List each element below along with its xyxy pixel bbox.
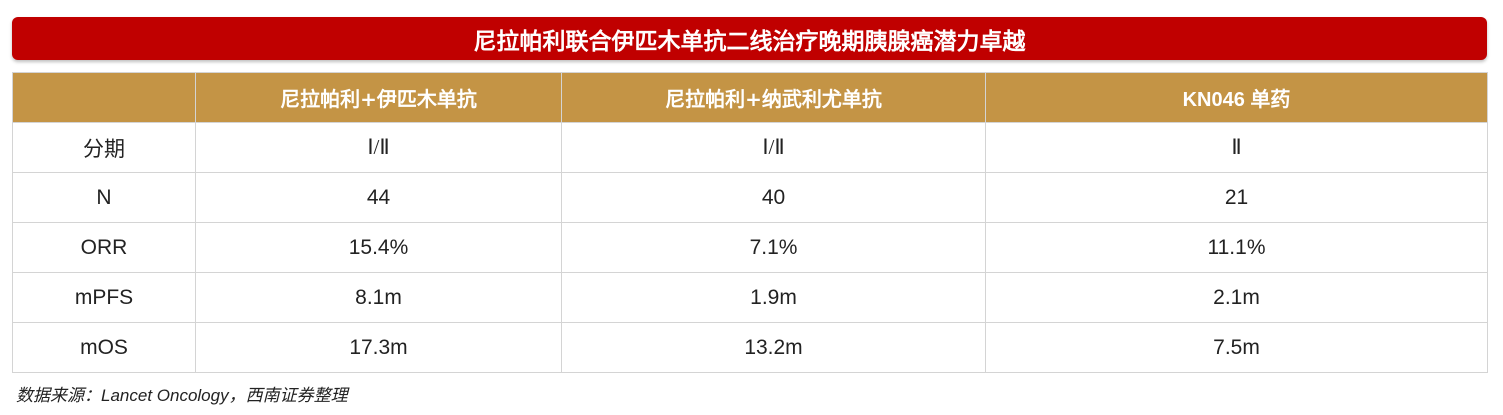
table-row: N 44 40 21 <box>12 172 1488 223</box>
table-cell: 13.2m <box>561 322 986 373</box>
comparison-table: 尼拉帕利+伊匹木单抗 尼拉帕利+纳武利尤单抗 KN046 单药 分期 Ⅰ/Ⅱ Ⅰ/Ⅱ… <box>12 72 1488 373</box>
table-cell: Ⅰ/Ⅱ <box>195 122 562 173</box>
row-label: 分期 <box>12 122 196 173</box>
header-cell: KN046 单药 <box>985 72 1488 123</box>
row-label: mOS <box>12 322 196 373</box>
row-label: mPFS <box>12 272 196 323</box>
table-cell: 8.1m <box>195 272 562 323</box>
table-row: ORR 15.4% 7.1% 11.1% <box>12 222 1488 273</box>
table-row: 分期 Ⅰ/Ⅱ Ⅰ/Ⅱ Ⅱ <box>12 122 1488 173</box>
table-cell: 15.4% <box>195 222 562 273</box>
table-cell: 7.1% <box>561 222 986 273</box>
header-cell <box>12 72 196 123</box>
table-cell: 40 <box>561 172 986 223</box>
table-cell: 44 <box>195 172 562 223</box>
table-cell: 7.5m <box>985 322 1488 373</box>
table-cell: 2.1m <box>985 272 1488 323</box>
row-label: N <box>12 172 196 223</box>
table-cell: 21 <box>985 172 1488 223</box>
header-cell: 尼拉帕利+纳武利尤单抗 <box>561 72 986 123</box>
source-note: 数据来源：Lancet Oncology，西南证券整理 <box>16 386 348 405</box>
table-cell: Ⅰ/Ⅱ <box>561 122 986 173</box>
page-title: 尼拉帕利联合伊匹木单抗二线治疗晚期胰腺癌潜力卓越 <box>12 17 1487 60</box>
table-row: mPFS 8.1m 1.9m 2.1m <box>12 272 1488 323</box>
row-label: ORR <box>12 222 196 273</box>
table-row: mOS 17.3m 13.2m 7.5m <box>12 322 1488 373</box>
table-cell: 17.3m <box>195 322 562 373</box>
table-cell: 1.9m <box>561 272 986 323</box>
table-cell: Ⅱ <box>985 122 1488 173</box>
header-row: 尼拉帕利+伊匹木单抗 尼拉帕利+纳武利尤单抗 KN046 单药 <box>12 72 1488 123</box>
header-cell: 尼拉帕利+伊匹木单抗 <box>195 72 562 123</box>
table-cell: 11.1% <box>985 222 1488 273</box>
